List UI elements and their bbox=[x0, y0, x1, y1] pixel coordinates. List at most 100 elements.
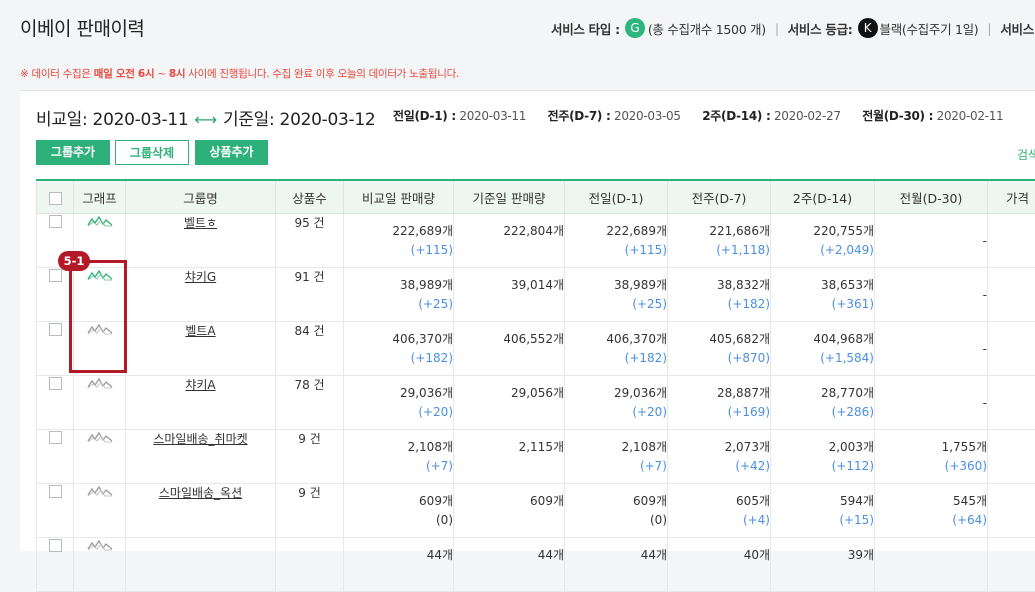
service-type-label: 서비스 타입 : bbox=[551, 19, 620, 38]
numeric-cell: 39,014개 bbox=[454, 268, 565, 322]
numeric-cell: 222,804개 bbox=[454, 214, 565, 268]
highlight-box bbox=[69, 260, 127, 373]
numeric-cell: 38,989개(+25) bbox=[565, 268, 668, 322]
collection-notice: ※ 데이터 수집은 매일 오전 6시 ~ 8시 사이에 진행됩니다. 수집 완료… bbox=[20, 66, 459, 81]
notice-text: ※ 데이터 수집은 bbox=[20, 68, 94, 80]
price-cell bbox=[988, 430, 1035, 484]
d14-key: 2주(D-14) : bbox=[702, 109, 770, 123]
graph-cell[interactable] bbox=[74, 430, 126, 484]
group-name-cell bbox=[126, 538, 276, 592]
numeric-cell: 406,370개(+182) bbox=[565, 322, 668, 376]
date-compare: 비교일: 2020-03-11⟷기준일: 2020-03-12 bbox=[36, 105, 375, 130]
group-name-link[interactable]: 벨트ㅎ bbox=[184, 216, 217, 230]
sales-value: 222,689개 bbox=[344, 222, 453, 239]
service-type-badge: G bbox=[625, 18, 645, 38]
sales-value: 609개 bbox=[344, 492, 453, 509]
row-checkbox[interactable] bbox=[49, 431, 62, 444]
sales-delta: (+360) bbox=[875, 459, 987, 473]
sales-history-card: 비교일: 2020-03-11⟷기준일: 2020-03-12 전일(D-1) … bbox=[20, 90, 1035, 551]
group-name-cell: 챠키A bbox=[126, 376, 276, 430]
col-header: 상품수 bbox=[276, 180, 344, 214]
numeric-cell: 404,968개(+1,584) bbox=[771, 322, 875, 376]
product-count: 91 건 bbox=[276, 268, 344, 322]
sales-value: 594개 bbox=[771, 492, 874, 509]
row-select-cell[interactable] bbox=[37, 376, 74, 430]
col-header: 2주(D-14) bbox=[771, 180, 875, 214]
numeric-cell: 222,689개(+115) bbox=[565, 214, 668, 268]
sales-value: 605개 bbox=[668, 492, 770, 509]
row-checkbox[interactable] bbox=[49, 269, 62, 282]
product-count: 84 건 bbox=[276, 322, 344, 376]
delete-group-button[interactable]: 그룹삭제 bbox=[115, 140, 189, 165]
sales-value: 39개 bbox=[771, 546, 874, 563]
sales-value: 1,755개 bbox=[875, 438, 987, 455]
group-name-link[interactable]: 챠키A bbox=[185, 378, 215, 392]
graph-icon[interactable] bbox=[74, 376, 125, 390]
group-name-link[interactable]: 챠키G bbox=[185, 270, 216, 284]
numeric-cell: 28,887개(+169) bbox=[668, 376, 771, 430]
numeric-cell: 221,686개(+1,118) bbox=[668, 214, 771, 268]
sales-delta: (+42) bbox=[668, 459, 770, 473]
numeric-cell: 605개(+4) bbox=[668, 484, 771, 538]
group-name-cell: 벨트A bbox=[126, 322, 276, 376]
select-all-cell[interactable] bbox=[37, 180, 74, 214]
table-header-row: 그래프 그룹명 상품수 비교일 판매량 기준일 판매량 전일(D-1) 전주(D… bbox=[37, 180, 1035, 214]
group-name-link[interactable]: 스마일배송_취마켓 bbox=[153, 432, 247, 446]
sales-value: 29,056개 bbox=[454, 384, 564, 401]
group-name-link[interactable]: 스마일배송_옥션 bbox=[159, 486, 242, 500]
sales-value: 405,682개 bbox=[668, 330, 770, 347]
sales-delta: (+2,049) bbox=[771, 243, 874, 257]
sales-value: 44개 bbox=[565, 546, 667, 563]
graph-icon[interactable] bbox=[74, 484, 125, 498]
notice-text: ~ bbox=[154, 68, 169, 80]
row-checkbox[interactable] bbox=[49, 539, 62, 552]
graph-cell[interactable] bbox=[74, 376, 126, 430]
sales-value: - bbox=[875, 322, 987, 356]
numeric-cell: 545개(+64) bbox=[875, 484, 988, 538]
row-checkbox[interactable] bbox=[49, 215, 62, 228]
row-select-cell[interactable] bbox=[37, 430, 74, 484]
add-product-button[interactable]: 상품추가 bbox=[195, 140, 268, 165]
d1-key: 전일(D-1) : bbox=[393, 109, 456, 123]
numeric-cell: 405,682개 (+870) bbox=[668, 322, 771, 376]
sales-delta: (0) bbox=[565, 513, 667, 527]
select-all-checkbox[interactable] bbox=[49, 192, 62, 205]
col-header: 비교일 판매량 bbox=[344, 180, 454, 214]
graph-icon[interactable] bbox=[74, 214, 125, 228]
sales-value: 404,968개 bbox=[771, 330, 874, 347]
row-select-cell[interactable] bbox=[37, 322, 74, 376]
row-select-cell[interactable] bbox=[37, 268, 74, 322]
numeric-cell: 38,653개(+361) bbox=[771, 268, 875, 322]
sales-value: 2,108개 bbox=[565, 438, 667, 455]
row-checkbox[interactable] bbox=[49, 323, 62, 336]
group-name-link[interactable]: 벨트A bbox=[185, 324, 215, 338]
row-checkbox[interactable] bbox=[49, 377, 62, 390]
compare-date: 비교일: 2020-03-11 bbox=[36, 110, 188, 130]
graph-icon[interactable] bbox=[74, 430, 125, 444]
numeric-cell: 222,689개(+115) bbox=[344, 214, 454, 268]
row-select-cell[interactable] bbox=[37, 538, 74, 592]
sales-delta: (+115) bbox=[565, 243, 667, 257]
graph-cell[interactable] bbox=[74, 484, 126, 538]
sales-delta: (+15) bbox=[771, 513, 874, 527]
sales-delta: (+20) bbox=[565, 405, 667, 419]
page-header: 이베이 판매이력 서비스 타입 : G (총 수집개수 1500 개) | 서비… bbox=[0, 0, 1035, 58]
add-group-button[interactable]: 그룹추가 bbox=[36, 140, 110, 165]
swap-arrow-icon: ⟷ bbox=[194, 110, 217, 129]
sales-delta: (+112) bbox=[771, 459, 874, 473]
row-select-cell[interactable] bbox=[37, 484, 74, 538]
sales-value: 44개 bbox=[454, 546, 564, 563]
price-cell bbox=[988, 214, 1035, 268]
sales-delta: (+870) bbox=[668, 351, 770, 365]
sales-value: 220,755개 bbox=[771, 222, 874, 239]
product-count: 9 건 bbox=[276, 430, 344, 484]
price-cell bbox=[988, 376, 1035, 430]
sales-value: 2,003개 bbox=[771, 438, 874, 455]
numeric-cell: - bbox=[875, 268, 988, 322]
search-link[interactable]: 검색 bbox=[1017, 146, 1035, 163]
numeric-cell: 220,755개 (+2,049) bbox=[771, 214, 875, 268]
graph-cell[interactable] bbox=[74, 538, 126, 592]
d30-date: 2020-02-11 bbox=[937, 109, 1004, 123]
row-checkbox[interactable] bbox=[49, 485, 62, 498]
